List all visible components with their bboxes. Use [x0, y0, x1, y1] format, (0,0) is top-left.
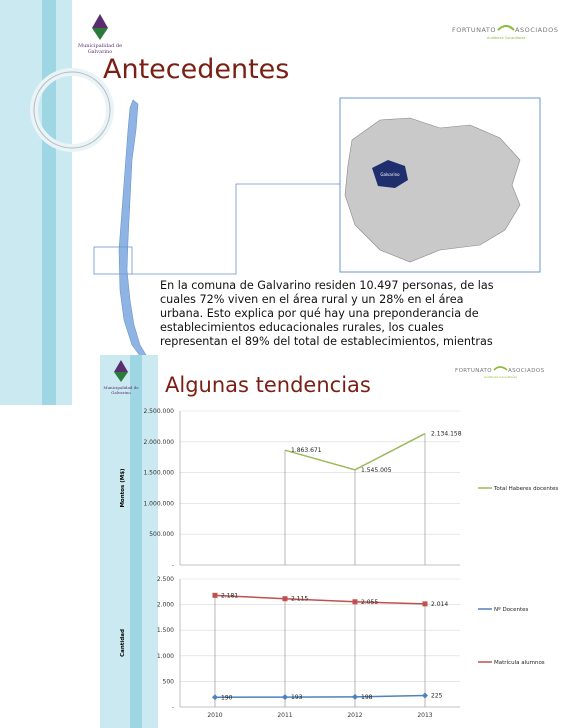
- point: [282, 694, 288, 701]
- y-tick-label: -: [172, 704, 174, 711]
- brand: ASOCIADOS: [508, 368, 545, 374]
- region-map: [344, 117, 521, 263]
- paragraph-line: urbana. Esto explica por qué hay una pre…: [160, 307, 479, 320]
- connector: [132, 183, 340, 275]
- brand-tagline: Auditores Consultores: [487, 36, 526, 40]
- zoom-box: [93, 246, 133, 275]
- x-tick-label: 2012: [347, 712, 362, 719]
- value-label: 1.863.671: [291, 447, 322, 454]
- y-tick-label: 500.000: [149, 531, 174, 538]
- y-tick-label: 500: [163, 678, 175, 685]
- map-label: Galvarino: [380, 172, 400, 177]
- logo-text: Municipalidad de: [78, 43, 122, 49]
- slide-stripe: [0, 0, 72, 405]
- slide-stripe: [100, 355, 158, 728]
- point: [212, 694, 218, 701]
- brand: FORTUNATO: [455, 368, 492, 374]
- y-tick-label: 2.000.000: [143, 439, 174, 446]
- point: [352, 599, 358, 605]
- paragraph-line: En la comuna de Galvarino residen 10.497…: [160, 279, 494, 292]
- point: [422, 601, 428, 607]
- y-tick-label: -: [172, 562, 174, 569]
- brand: FORTUNATO: [452, 26, 496, 34]
- y-tick-label: 1.500: [157, 627, 174, 634]
- y-tick-label: 1.000: [157, 653, 174, 660]
- value-label: 225: [431, 692, 443, 699]
- x-tick-label: 2011: [277, 712, 292, 719]
- value-label: 190: [221, 694, 233, 701]
- y-tick-label: 1.000.000: [143, 500, 174, 507]
- x-tick-label: 2010: [207, 712, 222, 719]
- point: [352, 693, 358, 700]
- y-axis-label: Montos (M$): [120, 468, 126, 508]
- value-label: 2.181: [221, 592, 238, 599]
- paragraph-line: representan el 89% del total de establec…: [160, 335, 493, 348]
- value-label: 1.545.005: [361, 467, 392, 474]
- value-label: 2.055: [361, 599, 378, 606]
- brand-logo: [493, 366, 508, 371]
- logo-text: Galvarino: [111, 390, 131, 395]
- slide-title: Algunas tendencias: [165, 373, 371, 397]
- slide-stripe: [130, 355, 142, 728]
- x-tick-label: 2013: [417, 712, 432, 719]
- value-label: 198: [361, 694, 373, 701]
- point: [282, 596, 288, 602]
- logo: [92, 14, 108, 28]
- slide-2: [100, 355, 568, 728]
- value-label: 2.134.158: [431, 431, 462, 438]
- y-tick-label: 1.500.000: [143, 470, 174, 477]
- value-label: 2.014: [431, 601, 448, 608]
- slide-title: Antecedentes: [103, 54, 289, 85]
- galvarino-area: [372, 160, 408, 188]
- y-tick-label: 2.500.000: [143, 408, 174, 415]
- legend-label: Matrícula alumnos: [494, 659, 545, 666]
- logo: [114, 360, 128, 372]
- series-line: [214, 594, 426, 605]
- legend-label: Total Haberes docentes: [493, 486, 558, 492]
- point: [422, 692, 428, 699]
- logo: [114, 372, 128, 382]
- point: [212, 592, 218, 598]
- brand-logo: [497, 25, 515, 31]
- paragraph-line: establecimientos educacionales rurales, …: [160, 321, 444, 334]
- y-tick-label: 2.500: [157, 576, 174, 583]
- paragraph-line: cuales 72% viven en el área rural y un 2…: [160, 293, 464, 306]
- decoration: [33, 71, 111, 149]
- logo-text: Galvarino: [88, 49, 113, 55]
- value-label: 193: [291, 694, 303, 701]
- y-tick-label: 2.000: [157, 602, 174, 609]
- series-line: [214, 694, 426, 699]
- logo-text: Municipalidad de: [103, 385, 139, 390]
- logo: [92, 28, 108, 40]
- value-label: 2.115: [291, 596, 308, 603]
- slide-stripe: [42, 0, 56, 405]
- y-axis-label: Cantidad: [120, 629, 126, 657]
- brand-tagline: Auditores Consultores: [484, 375, 517, 379]
- series-line: [284, 432, 426, 471]
- legend-label: Nº Docentes: [494, 606, 528, 613]
- brand: ASOCIADOS: [515, 26, 558, 34]
- paragraph: En la comuna de Galvarino residen 10.497…: [160, 279, 494, 348]
